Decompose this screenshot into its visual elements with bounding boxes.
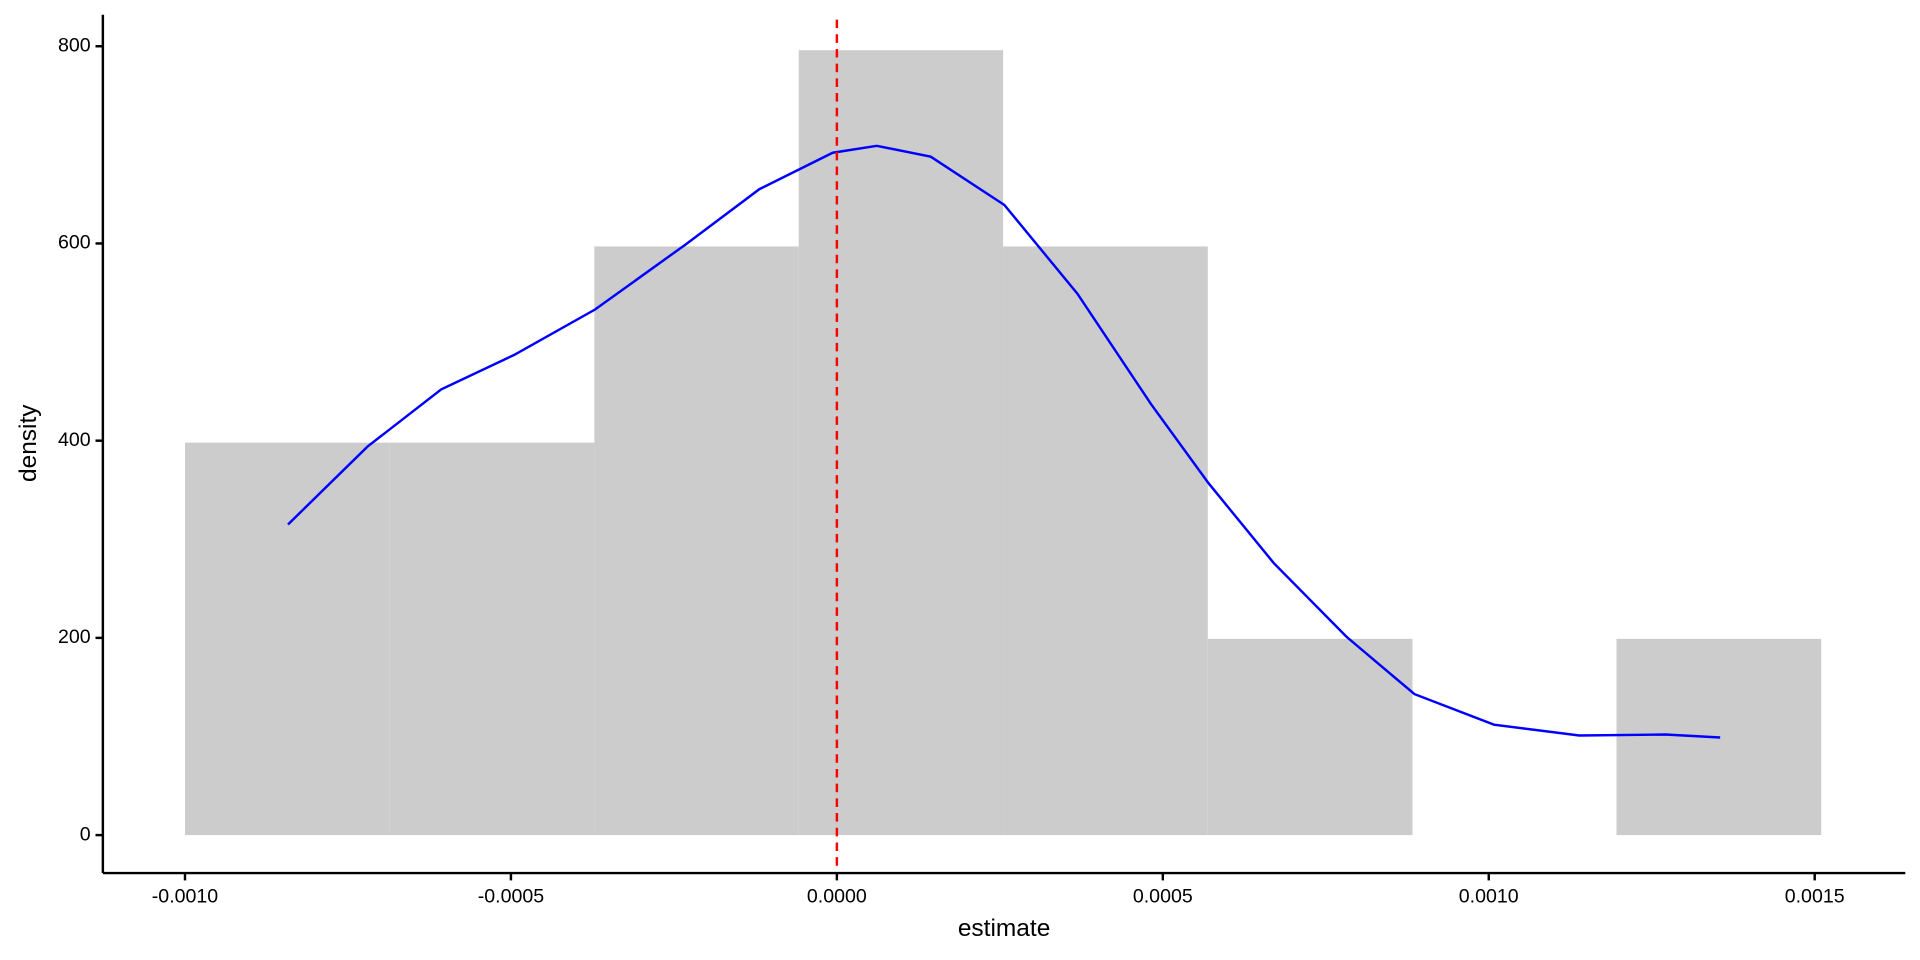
x-axis-title: estimate: [958, 915, 1050, 942]
y-tick-label: 200: [58, 626, 91, 648]
bar: [1207, 638, 1413, 836]
x-tick-label: 0.0015: [1785, 886, 1845, 908]
x-tick-label: 0.0005: [1133, 886, 1193, 908]
bar: [1003, 246, 1208, 836]
y-tick-label: 800: [58, 34, 91, 56]
bar: [798, 50, 1004, 836]
x-tick-label: -0.0005: [478, 886, 545, 908]
y-axis-title: density: [15, 404, 42, 482]
y-tick-label: 400: [58, 429, 91, 451]
density-line: [287, 144, 1721, 739]
y-tick-label: 600: [58, 232, 91, 254]
x-tick-label: 0.0000: [807, 886, 867, 908]
bar: [594, 246, 799, 836]
x-tick-label: -0.0010: [152, 886, 219, 908]
bar: [184, 442, 390, 836]
x-tick-label: 0.0010: [1459, 886, 1519, 908]
y-tick-label: 0: [80, 823, 91, 845]
bar: [389, 442, 595, 836]
